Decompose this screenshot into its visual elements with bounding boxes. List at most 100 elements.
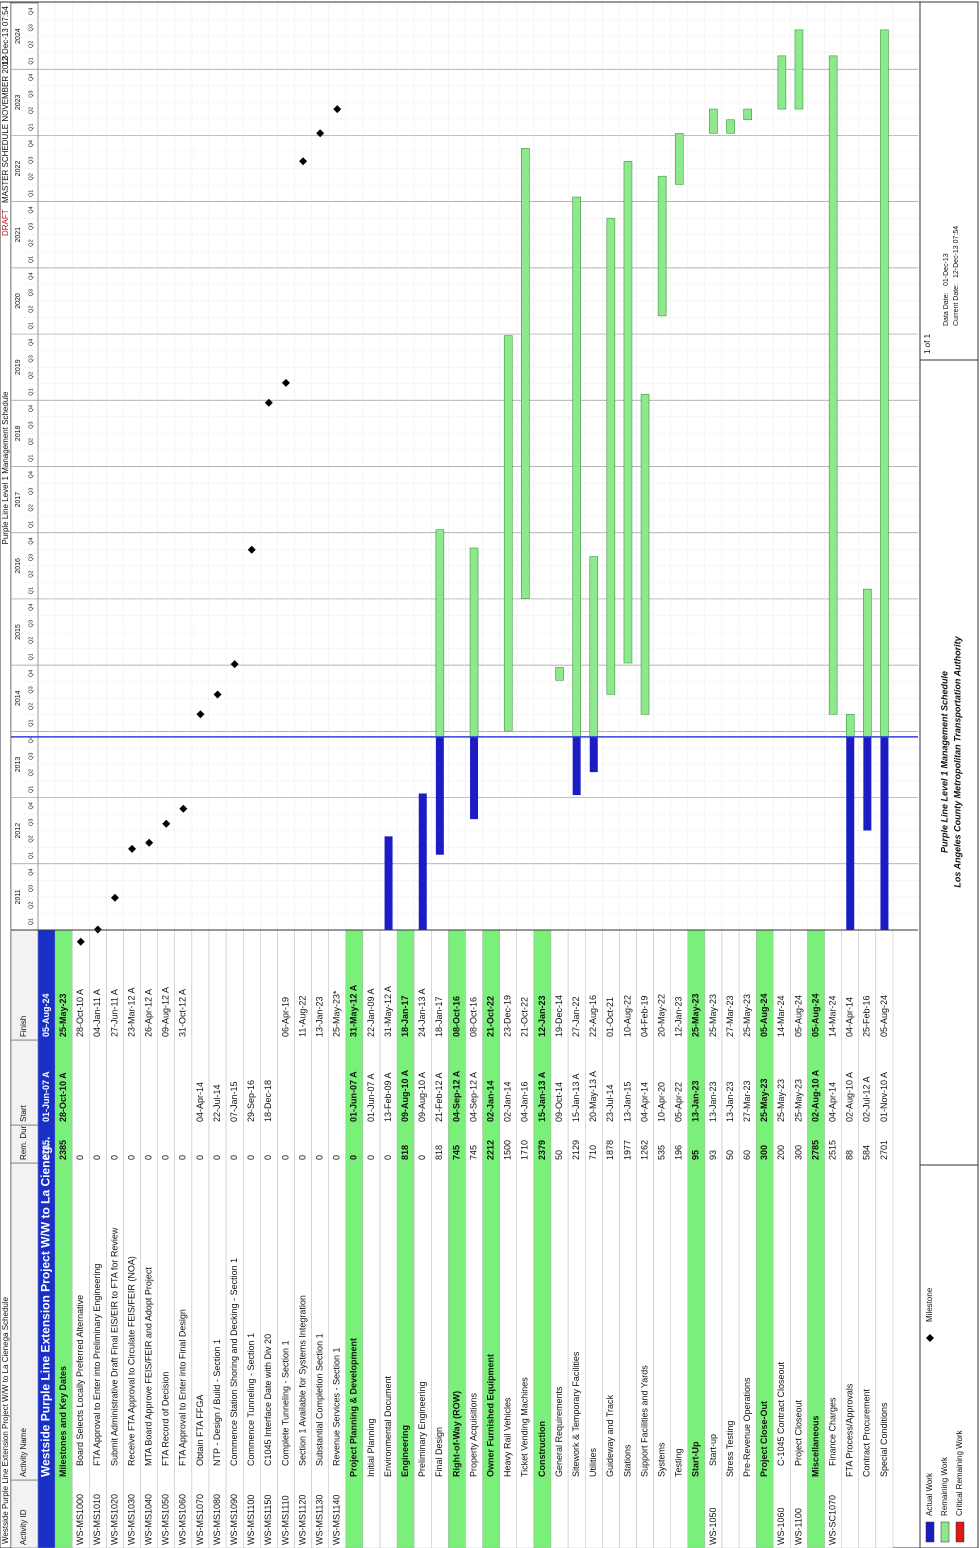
cell-finish: 23-Dec-19	[503, 995, 513, 1037]
column-header: Activity Name	[19, 1428, 28, 1477]
cell-dur: 2212	[486, 1140, 496, 1160]
cell-dur: 50	[554, 1150, 564, 1160]
quarter-label: Q4	[28, 74, 34, 81]
milestone	[145, 838, 154, 847]
cell-dur: 0	[332, 1155, 342, 1160]
cell-name: MTA Board Approve FEIS/FEIR and Adopt Pr…	[144, 1267, 154, 1466]
cell-finish: 26-Apr-12 A	[144, 989, 154, 1037]
quarter-label: Q4	[28, 868, 34, 875]
year-label: 2019	[15, 359, 22, 375]
cell-id: WS-MS1120	[297, 1495, 307, 1545]
cell-finish: 04-Jan-11 A	[92, 989, 102, 1037]
cell-start: 25-May-23	[776, 1079, 786, 1122]
remaining-bar	[726, 119, 735, 134]
year-label: 2016	[15, 558, 22, 574]
cell-name: C1045 Interface Date with Div 20	[263, 1334, 273, 1466]
cell-start: 02-Aug-10 A	[845, 1072, 855, 1122]
cell-start: 09-Aug-10 A	[417, 1072, 427, 1122]
cell-name: Owner Furnished Equipment	[486, 1354, 496, 1477]
cell-id: WS-MS1000	[75, 1494, 85, 1545]
cell-start: 04-Sep-12 A	[451, 1070, 461, 1122]
remaining-bar	[521, 148, 530, 599]
data-date: 01-Dec-13	[943, 253, 950, 286]
header-draft: DRAFT	[1, 209, 10, 236]
quarter-label: Q4	[28, 8, 34, 15]
quarter-label: Q3	[28, 289, 34, 296]
year-label: 2017	[15, 492, 22, 508]
cell-dur: 0	[92, 1155, 102, 1160]
cell-start: 13-Jan-23	[725, 1081, 735, 1122]
cell-dur: 0	[263, 1155, 273, 1160]
quarter-label: Q1	[28, 786, 34, 793]
remaining-bar	[863, 588, 872, 738]
cell-name: General Requirements	[554, 1386, 564, 1477]
actual-bar	[863, 736, 872, 831]
cell-name: Complete Tunneling - Section 1	[280, 1340, 290, 1466]
cell-dur: 0	[349, 1155, 359, 1160]
cell-finish: 11-Aug-22	[297, 996, 307, 1037]
cell-name: Project Close-Out	[759, 1401, 769, 1477]
cell-dur: 0	[246, 1155, 256, 1160]
cell-dur: 0	[212, 1155, 222, 1160]
cell-name: Testing	[674, 1448, 684, 1477]
quarter-label: Q2	[28, 769, 34, 776]
cell-name: Commence Station Shoring and Decking - S…	[229, 1258, 239, 1466]
cell-dur: 1262	[639, 1140, 649, 1160]
legend-label: Actual Work	[925, 1472, 934, 1516]
cell-id: WS-MS1030	[126, 1494, 136, 1545]
cell-finish: 04-Apr-14	[845, 997, 855, 1037]
cell-finish: 06-Apr-19	[280, 997, 290, 1037]
cell-id: WS-MS1040	[144, 1494, 154, 1545]
legend-swatch	[926, 1334, 934, 1342]
quarter-label: Q4	[28, 339, 34, 346]
year-label: 2013	[15, 757, 22, 773]
current-date-label: Current Date:	[953, 284, 960, 326]
quarter-label: Q1	[28, 322, 34, 329]
cell-finish: 31-May-12 A	[383, 986, 393, 1037]
cell-start: 02-Jan-14	[486, 1080, 496, 1122]
cell-name: FTA Approval to Enter into Preliminary E…	[92, 1264, 102, 1466]
actual-bar	[435, 736, 444, 855]
quarter-label: Q1	[28, 123, 34, 130]
cell-name: Special Conditions	[879, 1402, 889, 1477]
quarter-label: Q3	[28, 686, 34, 693]
remaining-bar	[657, 175, 667, 317]
cell-dur: 0	[383, 1155, 393, 1160]
cell-finish: 10-Aug-22	[622, 995, 632, 1037]
cell-name: Start-up	[708, 1434, 718, 1466]
quarter-label: Q3	[28, 223, 34, 230]
cell-name: FTA Process/Approvals	[845, 1383, 855, 1477]
cell-name: Initial Planning	[366, 1418, 376, 1477]
actual-bar	[418, 793, 427, 930]
cell-name: Sitework & Temporary Facilities	[571, 1351, 581, 1477]
quarter-label: Q2	[28, 835, 34, 842]
cell-name: Commence Tunneling - Section 1	[246, 1333, 256, 1466]
cell-finish: 18-Jan-17	[400, 995, 410, 1037]
cell-dur: 88	[845, 1150, 855, 1160]
cell-finish: 31-Oct-12 A	[178, 989, 188, 1037]
year-label: 2012	[15, 823, 22, 839]
cell-start: 09-Aug-10 A	[400, 1069, 410, 1122]
legend-swatch	[925, 1521, 935, 1543]
cell-dur: 200	[776, 1145, 786, 1160]
milestone	[93, 925, 102, 934]
cell-name: C-1045 Contract Closeout	[776, 1361, 786, 1466]
cell-dur: 2515	[828, 1140, 838, 1160]
quarter-label: Q1	[28, 256, 34, 263]
cell-id: WS-MS1130	[315, 1495, 325, 1545]
actual-bar	[572, 736, 581, 796]
cell-start: 13-Jan-15	[622, 1081, 632, 1122]
cell-name: Milestones and Key Dates	[58, 1366, 68, 1477]
cell-dur: 0	[144, 1155, 154, 1160]
cell-dur: 0	[75, 1155, 85, 1160]
header-center: Purple Line Level 1 Management Schedule	[1, 391, 10, 545]
cell-start: 28-Oct-10 A	[58, 1072, 68, 1122]
cell-name: Project Planning & Development	[349, 1338, 359, 1477]
cell-finish: 05-Aug-24	[879, 995, 889, 1037]
cell-name: Heavy Rail Vehicles	[503, 1397, 513, 1477]
year-label: 2021	[15, 227, 22, 243]
quarter-label: Q1	[28, 388, 34, 395]
year-label: 2020	[15, 293, 22, 309]
quarter-label: Q3	[28, 819, 34, 826]
